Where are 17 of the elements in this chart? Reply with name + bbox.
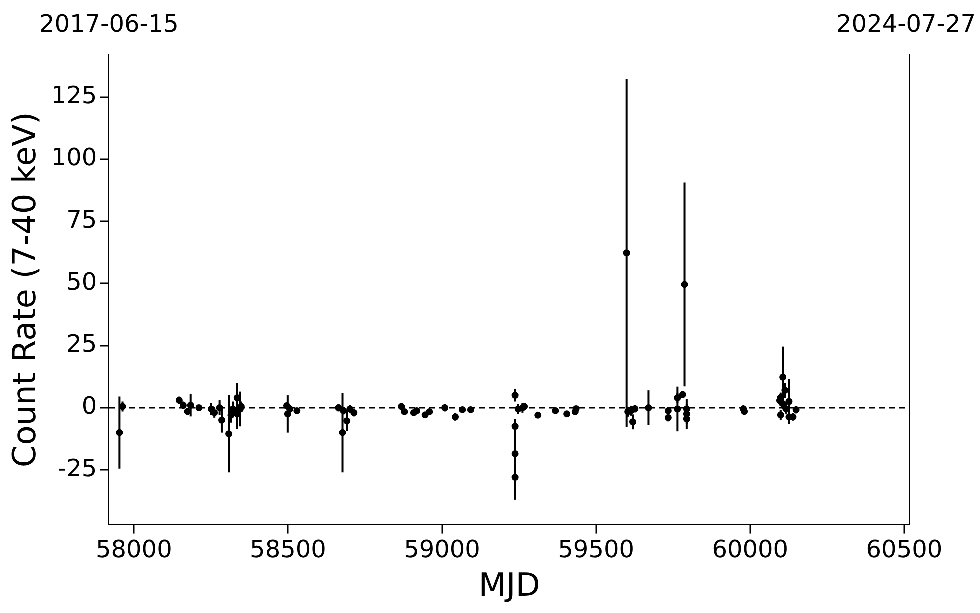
x-tick-label: 58500: [250, 535, 326, 564]
y-tick-label: 125: [51, 81, 98, 110]
y-tick-label: 50: [66, 268, 98, 296]
x-tick-label: 59500: [558, 535, 635, 564]
y-tick-label: 100: [51, 144, 98, 172]
x-tick-label: 59000: [404, 535, 480, 564]
x-tick-label: 60000: [712, 535, 789, 564]
y-tick-label: -25: [58, 454, 98, 482]
x-tick-label: 60500: [866, 535, 943, 564]
y-axis-title: Count Rate (7-40 keV): [6, 112, 44, 468]
y-tick-label: 25: [66, 330, 98, 358]
y-tick-label: 75: [66, 206, 98, 234]
x-axis-title: MJD: [478, 566, 540, 604]
x-tick-label: 58000: [96, 535, 172, 564]
y-tick-label: 0: [82, 392, 98, 420]
text: 2017-06-15: [39, 10, 179, 38]
text: 2024-07-27: [836, 10, 976, 38]
